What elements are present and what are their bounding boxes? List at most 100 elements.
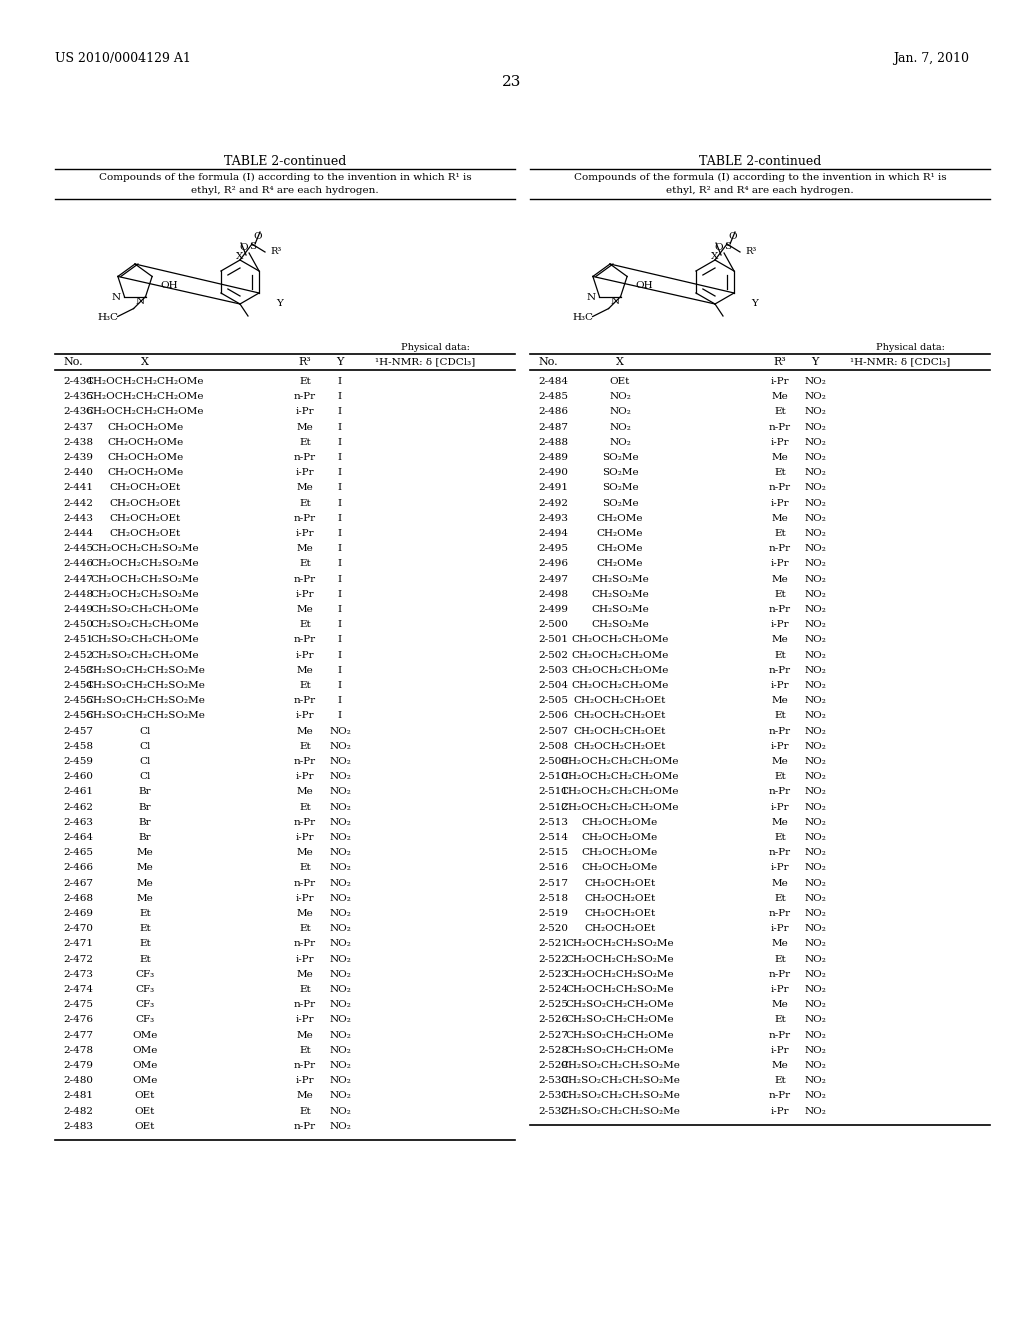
Text: Me: Me <box>772 574 788 583</box>
Text: n-Pr: n-Pr <box>294 574 316 583</box>
Text: No.: No. <box>538 356 558 367</box>
Text: CH₂OCH₂OMe: CH₂OCH₂OMe <box>106 438 183 446</box>
Text: 2-529: 2-529 <box>538 1061 568 1071</box>
Text: CH₂OMe: CH₂OMe <box>597 529 643 539</box>
Text: NO₂: NO₂ <box>804 1015 826 1024</box>
Text: 2-519: 2-519 <box>538 909 568 917</box>
Text: n-Pr: n-Pr <box>294 1001 316 1010</box>
Text: 2-464: 2-464 <box>63 833 93 842</box>
Text: NO₂: NO₂ <box>804 635 826 644</box>
Text: 2-445: 2-445 <box>63 544 93 553</box>
Text: CH₂OMe: CH₂OMe <box>597 544 643 553</box>
Text: 2-499: 2-499 <box>538 605 568 614</box>
Text: NO₂: NO₂ <box>804 1031 826 1040</box>
Text: n-Pr: n-Pr <box>769 422 792 432</box>
Text: H₃C: H₃C <box>572 313 594 322</box>
Text: NO₂: NO₂ <box>609 422 631 432</box>
Text: OEt: OEt <box>135 1092 156 1101</box>
Text: 2-475: 2-475 <box>63 1001 93 1010</box>
Text: CH₂OCH₂OMe: CH₂OCH₂OMe <box>106 422 183 432</box>
Text: CH₂SO₂CH₂CH₂OMe: CH₂SO₂CH₂CH₂OMe <box>565 1045 675 1055</box>
Text: 2-486: 2-486 <box>538 408 568 416</box>
Text: CH₂OCH₂OMe: CH₂OCH₂OMe <box>106 469 183 478</box>
Text: CH₂OCH₂CH₂CH₂OMe: CH₂OCH₂CH₂CH₂OMe <box>561 803 679 812</box>
Text: CH₂OCH₂CH₂SO₂Me: CH₂OCH₂CH₂SO₂Me <box>565 985 675 994</box>
Text: 2-479: 2-479 <box>63 1061 93 1071</box>
Text: CH₂OCH₂OEt: CH₂OCH₂OEt <box>585 894 655 903</box>
Text: ethyl, R² and R⁴ are each hydrogen.: ethyl, R² and R⁴ are each hydrogen. <box>191 186 379 195</box>
Text: n-Pr: n-Pr <box>294 1061 316 1071</box>
Text: Et: Et <box>299 681 311 690</box>
Text: Et: Et <box>774 772 785 781</box>
Text: NO₂: NO₂ <box>329 924 351 933</box>
Text: NO₂: NO₂ <box>804 1106 826 1115</box>
Text: CH₂OCH₂CH₂SO₂Me: CH₂OCH₂CH₂SO₂Me <box>91 544 200 553</box>
Text: NO₂: NO₂ <box>804 985 826 994</box>
Text: Et: Et <box>139 940 151 948</box>
Text: 2-488: 2-488 <box>538 438 568 446</box>
Text: CH₂SO₂Me: CH₂SO₂Me <box>591 605 649 614</box>
Text: 2-451: 2-451 <box>63 635 93 644</box>
Text: NO₂: NO₂ <box>329 788 351 796</box>
Text: SO₂Me: SO₂Me <box>602 453 638 462</box>
Text: NO₂: NO₂ <box>804 924 826 933</box>
Text: NO₂: NO₂ <box>329 894 351 903</box>
Text: 2-441: 2-441 <box>63 483 93 492</box>
Text: NO₂: NO₂ <box>804 665 826 675</box>
Text: i-Pr: i-Pr <box>296 469 314 478</box>
Text: Me: Me <box>772 696 788 705</box>
Text: 2-506: 2-506 <box>538 711 568 721</box>
Text: Et: Et <box>299 499 311 508</box>
Text: 2-512: 2-512 <box>538 803 568 812</box>
Text: CH₂OCH₂OMe: CH₂OCH₂OMe <box>582 833 658 842</box>
Text: NO₂: NO₂ <box>804 378 826 385</box>
Text: NO₂: NO₂ <box>804 544 826 553</box>
Text: NO₂: NO₂ <box>804 879 826 887</box>
Text: O: O <box>729 232 737 242</box>
Text: n-Pr: n-Pr <box>294 756 316 766</box>
Text: NO₂: NO₂ <box>329 863 351 873</box>
Text: n-Pr: n-Pr <box>294 940 316 948</box>
Text: CH₂OCH₂CH₂SO₂Me: CH₂OCH₂CH₂SO₂Me <box>91 590 200 599</box>
Text: NO₂: NO₂ <box>329 1031 351 1040</box>
Text: Jan. 7, 2010: Jan. 7, 2010 <box>893 51 969 65</box>
Text: CH₂SO₂CH₂CH₂OMe: CH₂SO₂CH₂CH₂OMe <box>91 605 200 614</box>
Text: Me: Me <box>772 635 788 644</box>
Text: 2-476: 2-476 <box>63 1015 93 1024</box>
Text: i-Pr: i-Pr <box>296 954 314 964</box>
Text: Et: Et <box>774 954 785 964</box>
Text: i-Pr: i-Pr <box>771 924 790 933</box>
Text: TABLE 2-continued: TABLE 2-continued <box>224 154 346 168</box>
Text: 2-442: 2-442 <box>63 499 93 508</box>
Text: SO₂Me: SO₂Me <box>602 483 638 492</box>
Text: I: I <box>338 438 342 446</box>
Text: n-Pr: n-Pr <box>769 970 792 979</box>
Text: R³: R³ <box>270 247 282 256</box>
Text: 2-458: 2-458 <box>63 742 93 751</box>
Text: Br: Br <box>138 788 152 796</box>
Text: i-Pr: i-Pr <box>771 438 790 446</box>
Text: n-Pr: n-Pr <box>294 1122 316 1131</box>
Text: NO₂: NO₂ <box>804 803 826 812</box>
Text: Me: Me <box>772 818 788 826</box>
Text: 2-460: 2-460 <box>63 772 93 781</box>
Text: CH₂OMe: CH₂OMe <box>597 513 643 523</box>
Text: I: I <box>338 560 342 569</box>
Text: CH₂OMe: CH₂OMe <box>597 560 643 569</box>
Text: i-Pr: i-Pr <box>771 1045 790 1055</box>
Text: N: N <box>587 293 596 301</box>
Text: Me: Me <box>297 605 313 614</box>
Text: Br: Br <box>138 803 152 812</box>
Text: CH₂OCH₂CH₂CH₂OMe: CH₂OCH₂CH₂CH₂OMe <box>561 756 679 766</box>
Text: NO₂: NO₂ <box>329 818 351 826</box>
Text: I: I <box>338 483 342 492</box>
Text: 2-471: 2-471 <box>63 940 93 948</box>
Text: CH₂OCH₂CH₂CH₂OMe: CH₂OCH₂CH₂CH₂OMe <box>86 392 204 401</box>
Text: I: I <box>338 651 342 660</box>
Text: 2-439: 2-439 <box>63 453 93 462</box>
Text: X: X <box>616 356 624 367</box>
Text: Y: Y <box>751 300 758 308</box>
Text: 2-507: 2-507 <box>538 726 568 735</box>
Text: 2-527: 2-527 <box>538 1031 568 1040</box>
Text: 2-470: 2-470 <box>63 924 93 933</box>
